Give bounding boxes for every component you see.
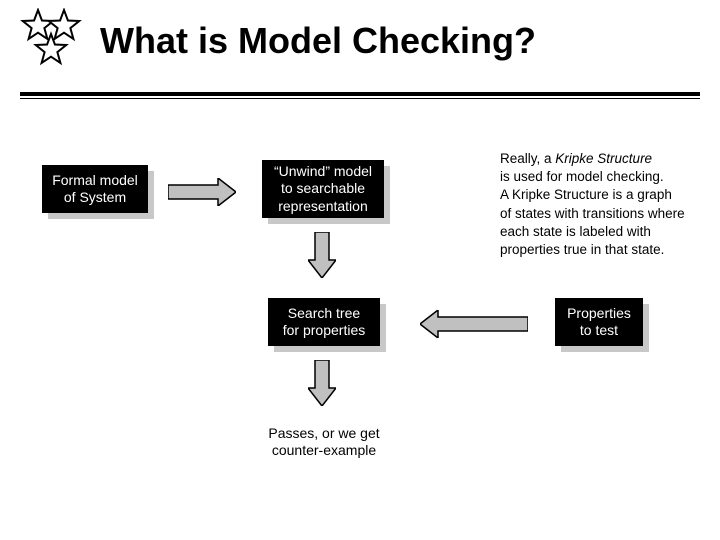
arrow-down-icon bbox=[308, 232, 336, 283]
box-label: Formal model of System bbox=[52, 172, 138, 207]
logo-stars bbox=[18, 8, 90, 77]
box-properties: Properties to test bbox=[555, 298, 643, 346]
title-divider bbox=[20, 92, 700, 99]
box-search-tree: Search tree for properties bbox=[268, 298, 380, 346]
arrow-left-icon bbox=[420, 310, 528, 343]
slide-title: What is Model Checking? bbox=[100, 20, 536, 62]
text-passes: Passes, or we get counter-example bbox=[260, 422, 388, 462]
box-unwind-model: “Unwind” model to searchable representat… bbox=[262, 160, 384, 218]
box-formal-model: Formal model of System bbox=[42, 165, 148, 213]
arrow-down-icon bbox=[308, 360, 336, 411]
arrow-right-icon bbox=[168, 178, 236, 211]
kripke-note: Really, a Kripke Structureis used for mo… bbox=[500, 150, 710, 259]
box-label: Search tree for properties bbox=[283, 305, 365, 340]
text-label: Passes, or we get counter-example bbox=[268, 425, 379, 460]
box-label: Properties to test bbox=[567, 305, 631, 340]
box-label: “Unwind” model to searchable representat… bbox=[274, 163, 372, 216]
